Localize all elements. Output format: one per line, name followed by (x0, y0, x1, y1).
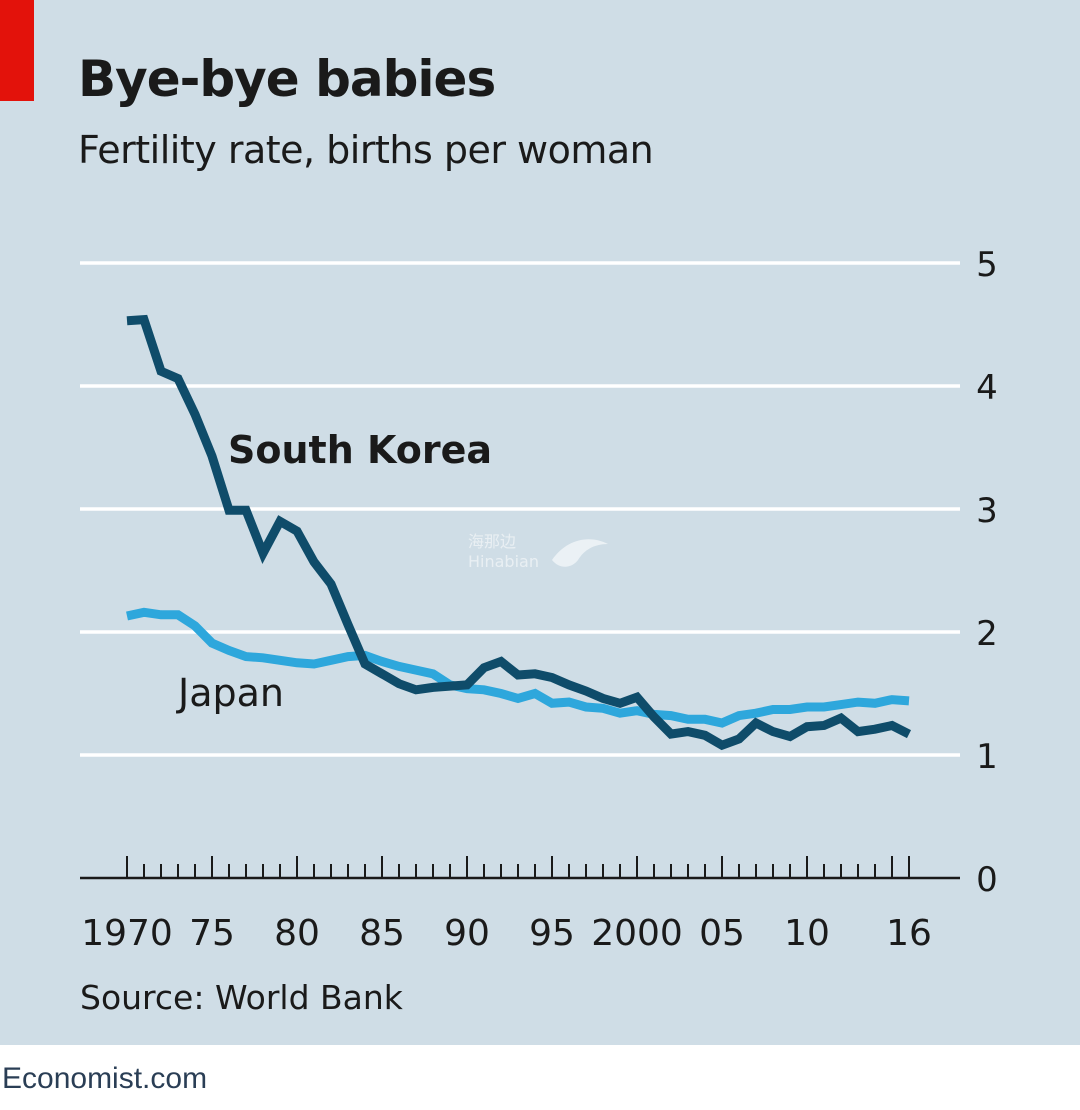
watermark-en: Hinabian (468, 552, 539, 571)
series-line-south-korea (126, 314, 912, 751)
x-tick-label: 2000 (591, 913, 683, 954)
grid-layer (80, 261, 960, 757)
series-line-japan (126, 607, 910, 728)
watermark: 海那边 Hinabian (468, 532, 539, 572)
x-tick-label: 75 (189, 913, 235, 954)
chart-title: Bye-bye babies (78, 50, 496, 108)
x-tick-label: 16 (886, 913, 932, 954)
x-tick-label: 90 (444, 913, 490, 954)
source-note: Source: World Bank (80, 978, 403, 1017)
footer-brand: Economist.com (2, 1062, 208, 1095)
y-axis: 0 1 2 3 4 5 (976, 245, 998, 900)
y-tick-label: 5 (976, 245, 998, 285)
x-tick-label: 80 (274, 913, 320, 954)
watermark-cn: 海那边 (468, 532, 517, 551)
x-tick-label: 1970 (81, 913, 173, 954)
series-layer (126, 314, 912, 751)
x-tick-label: 10 (784, 913, 830, 954)
chart-panel (0, 0, 1080, 1045)
y-tick-label: 4 (976, 368, 998, 408)
y-tick-label: 3 (976, 491, 998, 531)
x-tick-label: 85 (359, 913, 405, 954)
series-label-south-korea: South Korea (228, 428, 492, 472)
y-tick-label: 0 (976, 860, 998, 900)
red-corner-tag (0, 0, 34, 101)
series-labels: South Korea Japan (176, 428, 492, 715)
bird-logo-icon (552, 539, 608, 567)
series-label-japan: Japan (176, 671, 284, 715)
fertility-chart: 1970 75 80 85 90 95 2000 05 10 16 0 1 2 3 4 5 South Ko… (80, 245, 998, 954)
x-tick-label: 05 (699, 913, 745, 954)
x-tick-label: 95 (529, 913, 575, 954)
x-axis: 1970 75 80 85 90 95 2000 05 10 16 (80, 856, 960, 954)
chart-subtitle: Fertility rate, births per woman (78, 128, 654, 172)
y-tick-label: 2 (976, 614, 998, 654)
y-tick-label: 1 (976, 737, 998, 777)
